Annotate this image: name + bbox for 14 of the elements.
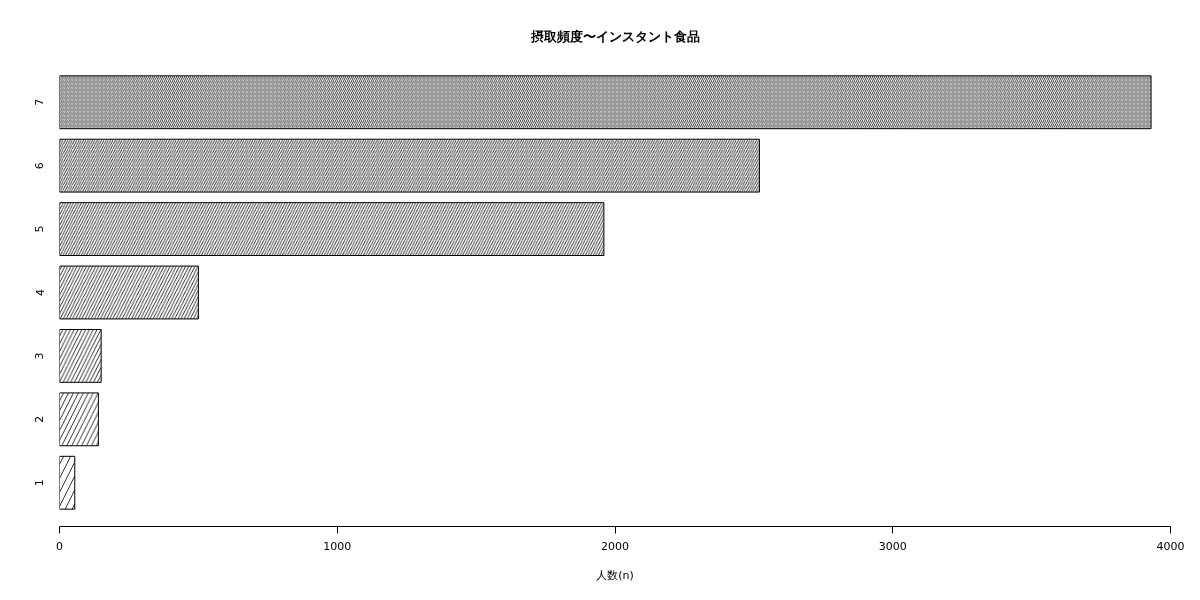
- x-tick-label: 3000: [878, 539, 907, 553]
- y-tick-label: 1: [33, 479, 47, 487]
- y-tick-label: 4: [33, 289, 47, 296]
- chart-title: 摂取頻度〜インスタント食品: [529, 28, 700, 44]
- x-axis-title: 人数(n): [596, 568, 634, 582]
- y-tick-label: 7: [33, 98, 47, 106]
- y-tick-label: 6: [33, 162, 47, 170]
- x-tick-label: 2000: [601, 539, 629, 553]
- x-tick-label: 0: [56, 539, 63, 553]
- y-tick-label: 5: [33, 225, 47, 233]
- x-tick-label: 4000: [1156, 539, 1185, 553]
- y-tick-label: 3: [33, 352, 47, 360]
- y-tick-label: 2: [33, 415, 47, 423]
- x-tick-label: 1000: [323, 539, 352, 553]
